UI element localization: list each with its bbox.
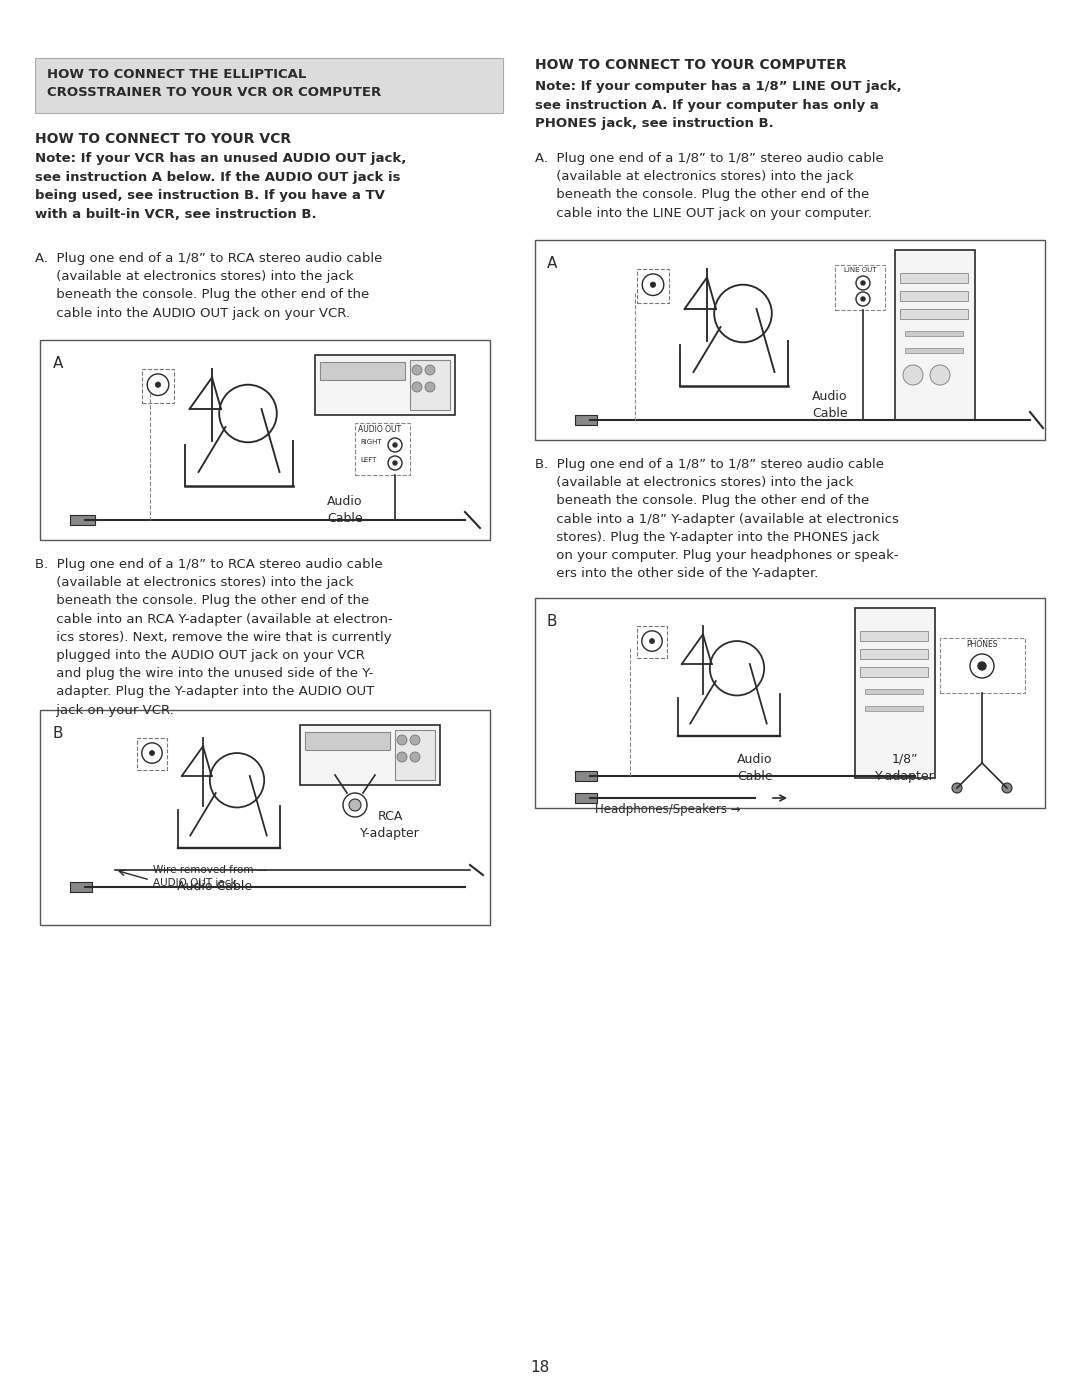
Bar bbox=[900, 272, 968, 284]
Bar bbox=[70, 882, 92, 893]
FancyBboxPatch shape bbox=[40, 339, 490, 541]
Circle shape bbox=[411, 381, 422, 393]
Text: 1/8”
Y-adapter: 1/8” Y-adapter bbox=[875, 753, 935, 782]
Circle shape bbox=[978, 662, 986, 671]
Circle shape bbox=[951, 782, 962, 793]
Circle shape bbox=[397, 752, 407, 761]
Bar bbox=[575, 771, 597, 781]
Circle shape bbox=[930, 365, 950, 386]
Bar bbox=[395, 731, 435, 780]
Text: HOW TO CONNECT THE ELLIPTICAL: HOW TO CONNECT THE ELLIPTICAL bbox=[48, 68, 307, 81]
Circle shape bbox=[650, 282, 656, 288]
Text: Audio Cable: Audio Cable bbox=[177, 880, 253, 893]
Text: A: A bbox=[53, 356, 64, 372]
Bar bbox=[940, 638, 1025, 693]
Bar bbox=[905, 331, 963, 337]
Circle shape bbox=[410, 735, 420, 745]
Bar bbox=[575, 793, 597, 803]
Circle shape bbox=[411, 365, 422, 374]
Text: PHONES: PHONES bbox=[967, 640, 998, 650]
Text: Audio
Cable: Audio Cable bbox=[327, 495, 363, 525]
Text: Headphones/Speakers →: Headphones/Speakers → bbox=[595, 803, 741, 816]
Circle shape bbox=[156, 381, 161, 387]
Bar bbox=[305, 732, 390, 750]
Circle shape bbox=[149, 750, 154, 756]
Circle shape bbox=[410, 752, 420, 761]
Circle shape bbox=[393, 443, 397, 447]
Text: B.  Plug one end of a 1/8” to 1/8” stereo audio cable
     (available at electro: B. Plug one end of a 1/8” to 1/8” stereo… bbox=[535, 458, 899, 580]
Text: RCA
Y-adapter: RCA Y-adapter bbox=[360, 810, 420, 840]
Circle shape bbox=[426, 381, 435, 393]
Text: AUDIO OUT: AUDIO OUT bbox=[359, 425, 402, 434]
Circle shape bbox=[861, 298, 865, 300]
Circle shape bbox=[649, 638, 654, 644]
Text: A.  Plug one end of a 1/8” to 1/8” stereo audio cable
     (available at electro: A. Plug one end of a 1/8” to 1/8” stereo… bbox=[535, 152, 883, 219]
Bar bbox=[637, 268, 670, 303]
Bar bbox=[860, 666, 928, 678]
Text: HOW TO CONNECT TO YOUR VCR: HOW TO CONNECT TO YOUR VCR bbox=[35, 131, 292, 147]
Bar bbox=[141, 369, 174, 402]
Text: B.  Plug one end of a 1/8” to RCA stereo audio cable
     (available at electron: B. Plug one end of a 1/8” to RCA stereo … bbox=[35, 557, 393, 717]
FancyBboxPatch shape bbox=[40, 710, 490, 925]
Text: RIGHT: RIGHT bbox=[360, 439, 381, 446]
Bar bbox=[900, 309, 968, 319]
Bar bbox=[865, 705, 923, 711]
FancyBboxPatch shape bbox=[535, 240, 1045, 440]
Bar bbox=[900, 291, 968, 300]
Bar bbox=[410, 360, 450, 409]
Bar bbox=[835, 265, 885, 310]
Bar bbox=[70, 515, 95, 525]
Bar bbox=[895, 250, 975, 420]
Text: LINE OUT: LINE OUT bbox=[843, 267, 876, 272]
Bar bbox=[300, 725, 440, 785]
Text: B: B bbox=[546, 615, 557, 629]
Text: Note: If your VCR has an unused AUDIO OUT jack,
see instruction A below. If the : Note: If your VCR has an unused AUDIO OU… bbox=[35, 152, 406, 221]
Bar bbox=[637, 626, 667, 658]
Bar bbox=[860, 631, 928, 641]
Text: Audio
Cable: Audio Cable bbox=[812, 390, 848, 420]
Text: A: A bbox=[546, 256, 557, 271]
Bar bbox=[137, 738, 167, 770]
Text: CROSSTRAINER TO YOUR VCR OR COMPUTER: CROSSTRAINER TO YOUR VCR OR COMPUTER bbox=[48, 87, 381, 99]
Text: Audio
Cable: Audio Cable bbox=[738, 753, 773, 782]
Circle shape bbox=[393, 461, 397, 465]
Bar bbox=[905, 348, 963, 353]
Text: B: B bbox=[53, 726, 64, 740]
Circle shape bbox=[426, 365, 435, 374]
Bar bbox=[865, 689, 923, 694]
Text: A.  Plug one end of a 1/8” to RCA stereo audio cable
     (available at electron: A. Plug one end of a 1/8” to RCA stereo … bbox=[35, 251, 382, 320]
Circle shape bbox=[903, 365, 923, 386]
Text: HOW TO CONNECT TO YOUR COMPUTER: HOW TO CONNECT TO YOUR COMPUTER bbox=[535, 59, 847, 73]
FancyBboxPatch shape bbox=[35, 59, 503, 113]
Bar bbox=[855, 608, 935, 778]
Text: 18: 18 bbox=[530, 1361, 550, 1375]
Bar bbox=[355, 423, 410, 475]
Text: LEFT: LEFT bbox=[360, 457, 376, 462]
Circle shape bbox=[349, 799, 361, 812]
Bar bbox=[575, 415, 597, 425]
Bar bbox=[860, 650, 928, 659]
FancyBboxPatch shape bbox=[535, 598, 1045, 807]
Circle shape bbox=[397, 735, 407, 745]
Text: Wire removed from —
AUDIO OUT jack: Wire removed from — AUDIO OUT jack bbox=[153, 865, 267, 888]
Bar bbox=[320, 362, 405, 380]
Bar bbox=[315, 355, 455, 415]
Text: Note: If your computer has a 1/8” LINE OUT jack,
see instruction A. If your comp: Note: If your computer has a 1/8” LINE O… bbox=[535, 80, 902, 130]
Circle shape bbox=[861, 281, 865, 285]
Circle shape bbox=[1002, 782, 1012, 793]
